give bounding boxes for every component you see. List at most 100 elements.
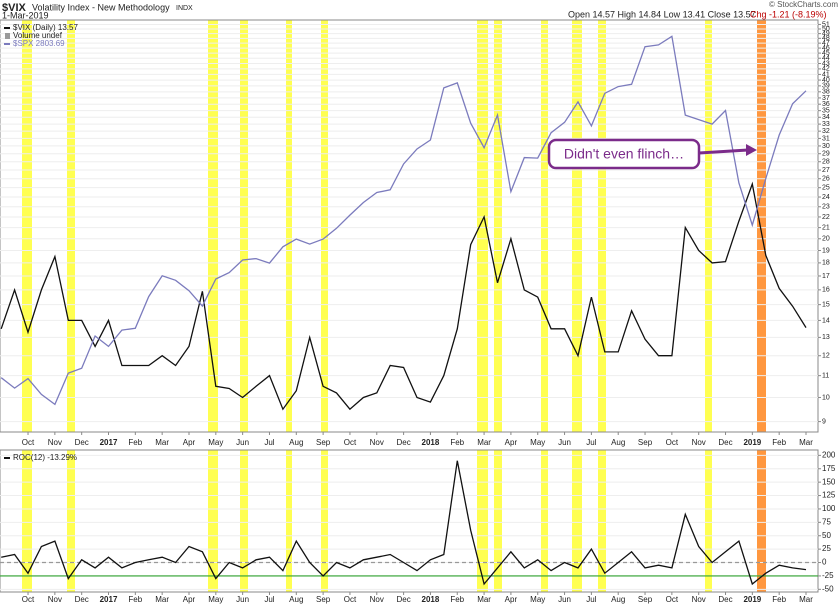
y-tick-label: 15 — [822, 301, 830, 308]
y-tick-label: 200 — [822, 450, 836, 459]
x-tick-label: Oct — [22, 438, 35, 447]
callout-text: Didn't even flinch… — [564, 146, 684, 162]
y-tick-label: 34 — [822, 114, 830, 121]
y-tick-label: 31 — [822, 135, 830, 142]
x-tick-label: 2018 — [422, 595, 440, 604]
y-tick-label: 18 — [822, 260, 830, 267]
y-tick-label: 25 — [822, 544, 831, 553]
y-tick-label: 175 — [822, 464, 836, 473]
series-line — [0, 181, 807, 411]
x-tick-label: May — [530, 438, 545, 447]
y-tick-label: 25 — [822, 185, 830, 192]
y-tick-label: -50 — [822, 584, 834, 593]
y-tick-label: 24 — [822, 194, 830, 201]
exchange: INDX — [176, 5, 193, 12]
legend-label: ROC(12) -13.29% — [13, 453, 77, 462]
plot-area: 9101112131415161718192021222324252627282… — [0, 19, 836, 604]
index-name: Volatility Index - New Methodology — [32, 2, 170, 12]
x-tick-label: Mar — [155, 595, 169, 604]
arrow-head — [746, 144, 757, 156]
x-tick-label: Mar — [477, 595, 491, 604]
y-tick-label: 35 — [822, 107, 830, 114]
change: Chg -1.21 (-8.19%) — [750, 9, 827, 19]
highlight-band — [541, 20, 548, 432]
highlight-band — [67, 20, 75, 432]
x-tick-label: Jul — [586, 438, 596, 447]
y-tick-label: 28 — [822, 159, 830, 166]
x-tick-label: Dec — [75, 438, 89, 447]
y-tick-label: -25 — [822, 571, 834, 580]
highlight-band — [757, 20, 766, 432]
x-tick-label: Nov — [692, 595, 706, 604]
highlight-band — [572, 20, 582, 432]
y-tick-label: 41 — [822, 71, 830, 78]
y-tick-label: 43 — [822, 60, 830, 67]
legend-note: Volume undef — [13, 31, 63, 40]
y-tick-label: 42 — [822, 66, 830, 73]
highlight-band — [541, 450, 548, 592]
date: 1-Mar-2019 — [2, 10, 49, 20]
x-tick-label: Dec — [718, 595, 732, 604]
quote: Open 14.57 High 14.84 Low 13.41 Close 13… — [568, 9, 756, 19]
highlight-band — [286, 20, 292, 432]
y-tick-label: 38 — [822, 89, 830, 96]
y-tick-label: 46 — [822, 45, 830, 52]
y-tick-label: 19 — [822, 247, 830, 254]
x-tick-label: Nov — [48, 438, 62, 447]
y-tick-label: 27 — [822, 167, 830, 174]
x-tick-label: Apr — [183, 595, 196, 604]
panel-frame — [0, 19, 819, 433]
y-tick-label: 20 — [822, 236, 830, 243]
highlight-band — [598, 20, 606, 432]
highlight-band — [208, 20, 218, 432]
x-tick-label: May — [530, 595, 545, 604]
x-tick-label: 2017 — [100, 595, 118, 604]
y-tick-label: 11 — [822, 372, 829, 379]
x-tick-label: Jul — [264, 595, 274, 604]
x-tick-label: Mar — [799, 595, 813, 604]
y-tick-label: 50 — [822, 531, 831, 540]
y-tick-label: 51 — [822, 21, 830, 28]
highlight-band — [572, 450, 582, 592]
x-tick-label: Nov — [370, 595, 384, 604]
highlight-band — [757, 450, 766, 592]
x-tick-label: Dec — [718, 438, 732, 447]
y-tick-label: 48 — [822, 35, 830, 42]
x-tick-label: Mar — [799, 438, 813, 447]
x-tick-label: Feb — [128, 438, 142, 447]
x-tick-label: Apr — [505, 595, 518, 604]
x-tick-label: Aug — [611, 595, 625, 604]
callout-arrow — [698, 148, 749, 155]
highlight-band — [208, 450, 218, 592]
x-tick-label: Dec — [75, 595, 89, 604]
y-tick-label: 13 — [822, 334, 830, 341]
x-tick-label: Sep — [638, 438, 653, 447]
x-tick-label: Feb — [772, 595, 786, 604]
y-tick-label: 12 — [822, 353, 830, 360]
x-tick-label: Mar — [155, 438, 169, 447]
x-tick-label: Jun — [236, 595, 249, 604]
x-tick-label: Dec — [396, 595, 410, 604]
highlight-band — [22, 20, 32, 432]
legend-label: $SPX 2803.69 — [13, 39, 65, 48]
highlight-band — [240, 450, 248, 592]
x-tick-label: Aug — [289, 438, 303, 447]
y-tick-label: 75 — [822, 517, 831, 526]
x-tick-label: Mar — [477, 438, 491, 447]
x-tick-label: Feb — [450, 438, 464, 447]
highlight-band — [321, 20, 328, 432]
x-tick-label: Oct — [666, 595, 679, 604]
x-tick-label: Feb — [772, 438, 786, 447]
x-tick-label: Nov — [48, 595, 62, 604]
y-tick-label: 37 — [822, 95, 830, 102]
highlight-band — [22, 450, 32, 592]
y-tick-label: 150 — [822, 477, 836, 486]
highlight-band — [477, 20, 488, 432]
highlight-band — [477, 450, 488, 592]
x-tick-label: Sep — [316, 438, 331, 447]
y-tick-label: 33 — [822, 121, 830, 128]
highlight-band — [240, 20, 248, 432]
x-tick-label: Jul — [586, 595, 596, 604]
y-tick-label: 125 — [822, 491, 836, 500]
x-tick-label: Nov — [370, 438, 384, 447]
